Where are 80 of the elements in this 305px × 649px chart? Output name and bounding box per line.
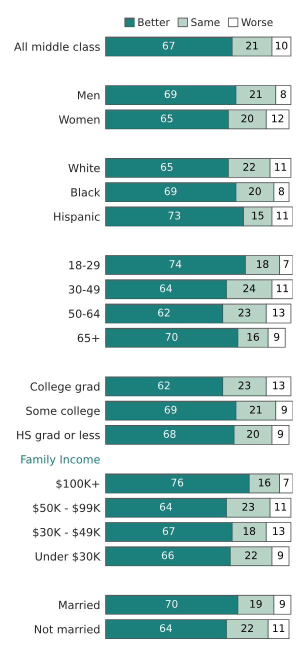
y-tick-label: 50-64 [68, 310, 100, 318]
y-tick-label: $100K+ [56, 479, 100, 490]
data-label: 65 [160, 163, 173, 171]
data-label: 16 [248, 332, 259, 341]
data-label: 67 [162, 527, 174, 536]
data-label: 8 [278, 187, 284, 196]
data-label: 9 [282, 406, 287, 414]
data-label: 18 [257, 260, 268, 268]
data-label: 9 [278, 430, 284, 438]
legend-label: Same [191, 18, 220, 26]
data-label: 21 [250, 406, 262, 414]
data-label: 20 [247, 430, 259, 438]
data-label: 21 [246, 42, 258, 50]
y-tick-label: 65+ [78, 334, 100, 342]
data-label: 20 [241, 114, 254, 122]
data-label: 11 [275, 163, 286, 171]
data-label: 7 [284, 260, 289, 268]
data-label: 64 [160, 624, 172, 632]
data-label: 13 [273, 308, 284, 317]
y-tick-label: $50K - $99K [33, 503, 101, 514]
data-label: 23 [238, 308, 250, 317]
data-label: 69 [164, 187, 176, 196]
y-tick-label: $30K - $49K [33, 528, 101, 538]
data-label: 23 [242, 502, 254, 511]
y-tick-label: 18-29 [69, 260, 100, 270]
data-label: 22 [241, 624, 253, 632]
data-label: 68 [164, 430, 176, 438]
y-tick-label: 30-49 [68, 285, 100, 294]
data-label: 11 [273, 624, 284, 632]
y-tick-label: Some college [26, 406, 100, 418]
data-label: 22 [243, 163, 255, 171]
y-tick-label: White [68, 164, 100, 172]
data-label: 62 [158, 308, 170, 317]
data-label: 20 [249, 187, 261, 196]
data-label: 62 [158, 381, 170, 390]
y-tick-label: Under $30K [36, 552, 101, 562]
data-label: 7 [284, 478, 289, 486]
data-label: 16 [258, 478, 270, 486]
data-label: 21 [250, 90, 262, 98]
data-label: 11 [276, 284, 288, 292]
data-label: 69 [164, 406, 176, 414]
y-tick-label: Women [58, 115, 100, 124]
data-label: 69 [164, 90, 176, 98]
data-label: 73 [168, 212, 180, 220]
data-label: 15 [252, 212, 264, 220]
data-label: 65 [160, 114, 173, 122]
data-label: 9 [274, 332, 280, 341]
data-label: 67 [162, 42, 174, 50]
data-label: 9 [280, 600, 285, 608]
data-label: 18 [244, 527, 256, 536]
data-label: 22 [245, 551, 257, 560]
data-label: 19 [250, 600, 262, 608]
legend-label: Worse [241, 18, 273, 26]
legend-label: Better [138, 18, 170, 26]
data-label: 23 [238, 381, 250, 390]
data-label: 12 [272, 114, 284, 122]
data-label: 13 [273, 527, 284, 536]
y-tick-label: All middle class [14, 42, 100, 51]
y-tick-label: College grad [30, 382, 100, 393]
data-label: 13 [273, 381, 284, 390]
data-label: 76 [171, 478, 184, 486]
y-tick-label: Black [71, 188, 100, 197]
data-label: 8 [280, 90, 286, 98]
data-label: 11 [275, 502, 286, 511]
data-label: 9 [278, 551, 284, 560]
y-tick-label: Not married [34, 624, 100, 634]
data-label: 70 [166, 600, 178, 608]
data-label: 10 [276, 42, 288, 50]
data-label: 66 [162, 551, 174, 560]
data-label: 74 [170, 260, 182, 268]
y-tick-label: HS grad or less [17, 430, 100, 442]
data-label: 24 [243, 284, 256, 292]
data-label: 64 [160, 502, 172, 511]
y-tick-label: Married [59, 600, 100, 610]
y-tick-label: Hispanic [54, 212, 100, 223]
data-label: 11 [276, 212, 288, 220]
y-tick-label: Men [78, 91, 100, 100]
y-tick-label: Family Income [21, 454, 100, 466]
data-label: 70 [166, 332, 178, 341]
data-label: 64 [160, 284, 172, 292]
